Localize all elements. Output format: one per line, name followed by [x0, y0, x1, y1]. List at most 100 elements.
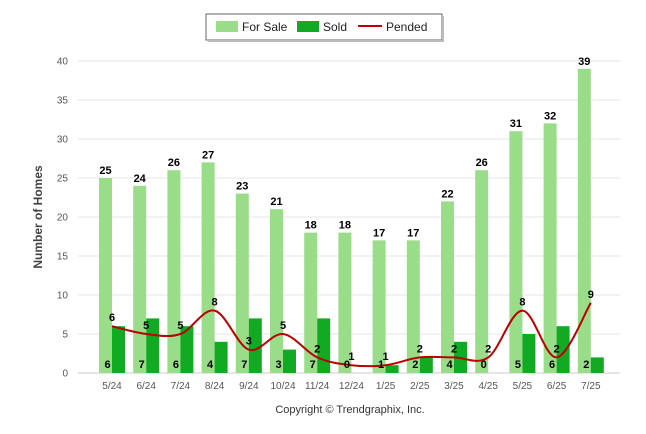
legend-label-pended: Pended — [386, 20, 427, 34]
sold-data-label: 6 — [104, 359, 110, 371]
for-sale-data-label: 24 — [134, 173, 147, 185]
for-sale-data-label: 32 — [544, 110, 556, 122]
x-tick-label: 10/24 — [270, 381, 295, 392]
sold-bar — [146, 318, 160, 373]
sold-bar — [180, 326, 194, 373]
for-sale-data-label: 17 — [407, 227, 419, 239]
for-sale-data-label: 21 — [270, 196, 282, 208]
sold-data-label: 5 — [515, 359, 521, 371]
sold-data-label: 7 — [139, 359, 145, 371]
y-axis-title: Number of Homes — [31, 165, 45, 269]
sold-bar — [556, 326, 570, 373]
x-tick-labels: 5/24 6/24 7/24 8/24 9/24 10/24 11/24 12/24 1/25 2… — [102, 381, 601, 392]
bars-layer — [99, 68, 604, 374]
sold-data-label: 7 — [310, 359, 316, 371]
x-tick-label: 5/25 — [513, 381, 533, 392]
pended-data-label: 5 — [280, 320, 286, 332]
sold-data-label: 4 — [207, 359, 214, 371]
x-tick-label: 11/24 — [305, 381, 330, 392]
pended-data-label: 6 — [109, 312, 115, 324]
sold-data-label: 0 — [481, 359, 487, 371]
for-sale-data-label: 25 — [99, 165, 111, 177]
for-sale-bar — [406, 240, 420, 373]
sold-data-label: 0 — [344, 359, 350, 371]
legend-swatch-sold — [297, 21, 319, 32]
for-sale-bar — [543, 123, 557, 374]
pended-data-label: 5 — [177, 320, 183, 332]
for-sale-data-label: 18 — [339, 220, 351, 232]
for-sale-data-label: 17 — [373, 227, 385, 239]
y-tick-label: 35 — [57, 96, 69, 107]
legend-items: For Sale Sold Pended — [216, 20, 427, 34]
x-tick-label: 3/25 — [444, 381, 464, 392]
x-tick-label: 9/24 — [239, 381, 259, 392]
pended-data-label: 1 — [383, 351, 389, 363]
pended-data-label: 3 — [246, 336, 252, 348]
pended-data-label: 2 — [485, 343, 491, 355]
sold-bar — [214, 341, 228, 373]
y-tick-label: 15 — [57, 252, 69, 263]
sold-bar — [248, 318, 262, 373]
y-tick-label: 5 — [62, 330, 68, 341]
x-tick-label: 4/25 — [478, 381, 498, 392]
sold-data-label: 7 — [241, 359, 247, 371]
for-sale-data-label: 27 — [202, 149, 214, 161]
data-labels-layer: 2562472662742372131871801711722242603153… — [99, 56, 593, 371]
sold-data-label: 2 — [412, 359, 418, 371]
legend-label-sold: Sold — [323, 20, 347, 34]
legend-label-for-sale: For Sale — [242, 20, 288, 34]
pended-data-label: 1 — [348, 351, 354, 363]
sold-bar — [385, 365, 399, 373]
pended-data-label: 9 — [588, 289, 594, 301]
pended-data-label: 8 — [519, 297, 525, 309]
for-sale-bar — [201, 162, 215, 373]
x-tick-label: 7/25 — [581, 381, 601, 392]
sold-bar — [590, 357, 604, 373]
y-tick-label: 10 — [57, 291, 69, 302]
pended-data-label: 8 — [212, 297, 218, 309]
sold-data-label: 6 — [173, 359, 179, 371]
for-sale-data-label: 22 — [441, 188, 453, 200]
copyright-text: Copyright © Trendgraphix, Inc. — [275, 404, 424, 416]
y-tick-label: 25 — [57, 174, 69, 185]
for-sale-bar — [577, 68, 591, 374]
sold-data-label: 1 — [378, 359, 384, 371]
x-tick-label: 6/24 — [136, 381, 156, 392]
for-sale-bar — [133, 185, 147, 373]
pended-data-label: 5 — [143, 320, 149, 332]
for-sale-bar — [509, 131, 523, 373]
sold-bar — [112, 326, 125, 373]
sold-data-label: 2 — [583, 359, 589, 371]
for-sale-bar — [235, 193, 249, 373]
legend-shadow-bottom — [208, 40, 444, 42]
sold-data-label: 6 — [549, 359, 555, 371]
x-tick-label: 7/24 — [171, 381, 191, 392]
x-tick-label: 8/24 — [205, 381, 225, 392]
for-sale-data-label: 18 — [305, 220, 317, 232]
for-sale-bar — [338, 232, 352, 373]
pended-data-label: 2 — [451, 343, 457, 355]
pended-line-layer — [111, 302, 592, 368]
sold-data-label: 4 — [446, 359, 453, 371]
pended-line — [111, 302, 592, 368]
pended-data-label: 2 — [314, 343, 320, 355]
for-sale-data-label: 23 — [236, 181, 248, 193]
for-sale-data-label: 31 — [510, 118, 522, 130]
for-sale-bar — [167, 170, 181, 373]
sold-bar — [283, 349, 296, 373]
x-tick-label: 1/25 — [376, 381, 396, 392]
for-sale-data-label: 39 — [578, 56, 590, 68]
for-sale-bar — [372, 240, 386, 373]
x-tick-label: 12/24 — [339, 381, 364, 392]
for-sale-bar — [99, 178, 112, 373]
for-sale-bar — [304, 232, 318, 373]
for-sale-data-label: 26 — [476, 157, 488, 169]
legend: For Sale Sold Pended — [205, 13, 444, 42]
x-tick-label: 5/24 — [102, 381, 122, 392]
for-sale-bar — [270, 209, 283, 373]
sold-bar — [522, 334, 536, 373]
pended-data-label: 2 — [417, 343, 423, 355]
legend-swatch-for-sale — [216, 21, 238, 32]
y-tick-label: 30 — [57, 135, 69, 146]
